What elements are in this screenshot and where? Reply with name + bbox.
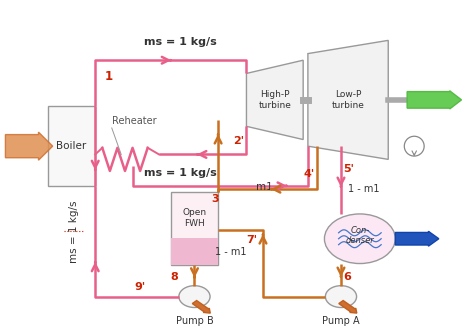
FancyArrow shape (407, 91, 462, 109)
Text: Pump B: Pump B (175, 316, 213, 326)
Text: Con-
denser: Con- denser (346, 226, 374, 245)
Text: 1: 1 (105, 70, 113, 83)
Text: 9': 9' (135, 282, 146, 291)
FancyArrow shape (395, 231, 439, 246)
Text: Low-P
turbine: Low-P turbine (332, 90, 365, 110)
Circle shape (179, 286, 210, 307)
FancyArrow shape (192, 300, 210, 313)
Text: 7': 7' (246, 235, 257, 245)
Text: 5': 5' (343, 164, 354, 174)
Text: m1: m1 (256, 183, 273, 193)
Text: ms = 1 kg/s: ms = 1 kg/s (69, 201, 79, 263)
Text: 1 - m1: 1 - m1 (348, 184, 380, 194)
Text: Open
FWH: Open FWH (182, 208, 207, 228)
Text: High-P
turbine: High-P turbine (258, 90, 291, 110)
Text: 1 - m1: 1 - m1 (215, 247, 246, 257)
Polygon shape (308, 41, 388, 159)
FancyBboxPatch shape (171, 237, 218, 265)
Text: 3: 3 (211, 194, 219, 204)
Text: ms = 1 kg/s: ms = 1 kg/s (144, 168, 217, 178)
Text: ms = 1 kg/s: ms = 1 kg/s (144, 37, 217, 47)
Circle shape (325, 286, 356, 307)
Text: Pump A: Pump A (322, 316, 360, 326)
Text: Reheater: Reheater (112, 116, 156, 126)
Circle shape (324, 214, 395, 264)
FancyBboxPatch shape (48, 107, 95, 186)
Text: 4': 4' (304, 169, 315, 179)
Text: 6: 6 (343, 272, 351, 282)
FancyBboxPatch shape (171, 193, 218, 265)
Text: 2': 2' (233, 136, 244, 146)
Text: 8: 8 (170, 272, 178, 282)
Text: Boiler: Boiler (56, 141, 87, 151)
Polygon shape (246, 60, 303, 139)
FancyArrow shape (339, 300, 357, 313)
FancyArrow shape (5, 132, 53, 160)
